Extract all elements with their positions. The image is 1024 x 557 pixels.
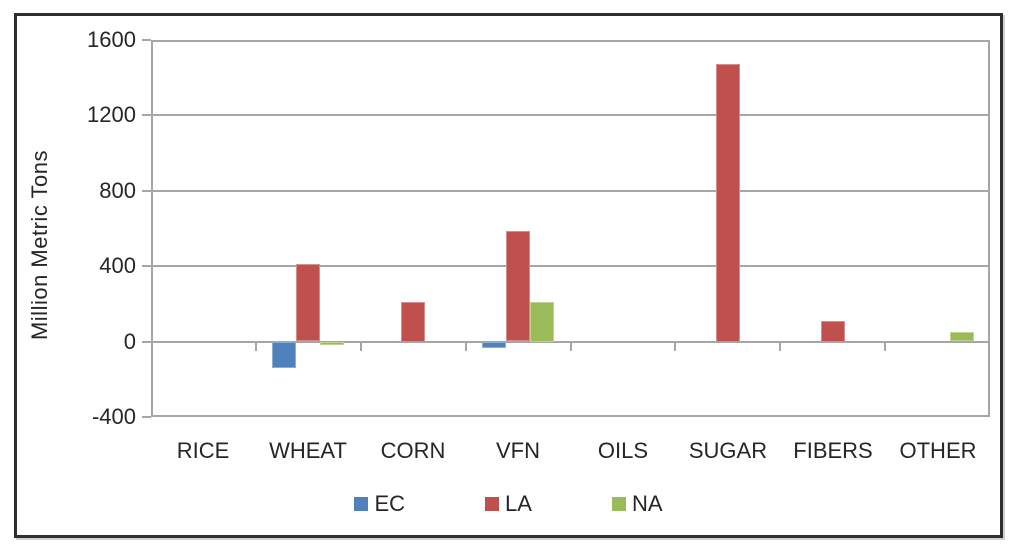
- legend-item-la: LA: [485, 490, 532, 517]
- y-axis-tick: [142, 416, 151, 418]
- bar-la-fibers: [821, 320, 845, 342]
- bar-na-vfn: [530, 302, 554, 342]
- x-axis-tick: [360, 342, 362, 351]
- legend-swatch-ec: [354, 496, 369, 511]
- y-axis-tick-label: 0: [123, 329, 136, 354]
- y-axis-tick: [142, 39, 151, 41]
- gridline: [151, 114, 990, 116]
- x-axis-tick: [779, 342, 781, 351]
- y-axis-tick-label: 400: [99, 253, 136, 278]
- y-axis-tick-label: 1200: [87, 102, 136, 127]
- x-axis-tick: [884, 342, 886, 351]
- gridline: [151, 190, 990, 192]
- legend: EC LA NA: [14, 490, 1003, 517]
- x-axis-tick: [988, 342, 990, 351]
- bar-la-wheat: [296, 264, 320, 342]
- x-axis-tick: [151, 342, 153, 351]
- plot-border-right: [988, 40, 990, 417]
- plot-border-top: [151, 40, 990, 42]
- x-category-label-oils: OILS: [597, 438, 649, 463]
- bar-na-other: [950, 332, 974, 342]
- x-axis-tick: [465, 342, 467, 351]
- x-axis-tick: [570, 342, 572, 351]
- x-category-label-other: OTHER: [899, 438, 977, 463]
- x-category-label-vfn: VFN: [496, 438, 540, 463]
- y-axis-tick-label: 800: [99, 178, 136, 203]
- legend-item-ec: EC: [354, 490, 405, 517]
- bar-ec-vfn: [482, 341, 506, 348]
- plot-area: [151, 40, 990, 417]
- bar-ec-wheat: [272, 341, 296, 368]
- y-axis-tick-label: -400: [91, 404, 136, 429]
- x-axis-tick: [674, 342, 676, 351]
- bar-la-corn: [401, 302, 425, 342]
- y-axis-tick: [142, 265, 151, 267]
- bar-na-wheat: [320, 341, 344, 345]
- legend-label-la: LA: [505, 491, 532, 516]
- plot-border-bottom: [151, 415, 990, 417]
- x-axis-tick: [255, 342, 257, 351]
- y-axis-tick: [142, 114, 151, 116]
- bar-la-vfn: [506, 231, 530, 342]
- x-category-label-fibers: FIBERS: [793, 438, 873, 463]
- x-category-label-rice: RICE: [176, 438, 230, 463]
- legend-item-na: NA: [611, 490, 663, 517]
- legend-label-ec: EC: [374, 491, 406, 516]
- legend-swatch-la: [485, 496, 500, 511]
- bar-la-sugar: [716, 63, 740, 342]
- y-axis-line: [151, 40, 153, 417]
- y-axis-tick-label: 1600: [87, 27, 136, 52]
- y-axis-tick: [142, 190, 151, 192]
- legend-swatch-na: [611, 496, 626, 511]
- legend-label-na: NA: [631, 491, 663, 516]
- x-category-label-sugar: SUGAR: [688, 438, 768, 463]
- gridline: [151, 265, 990, 267]
- x-category-label-wheat: WHEAT: [269, 438, 347, 463]
- x-category-label-corn: CORN: [380, 438, 446, 463]
- y-axis-tick: [142, 341, 151, 343]
